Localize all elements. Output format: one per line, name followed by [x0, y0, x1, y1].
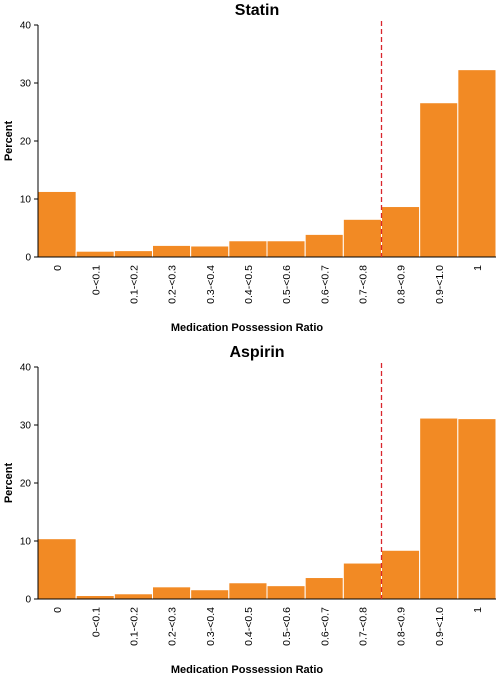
x-tick-label: 0 [52, 265, 64, 271]
bar-0.4-<0.5 [228, 240, 268, 258]
y-tick-label: 0 [25, 595, 31, 606]
x-tick-label: 0.2-<0.3 [167, 607, 179, 646]
bar-0.3-<0.4 [190, 245, 230, 258]
x-tick-label: 0.3-<0.4 [205, 607, 217, 646]
bar-0 [37, 538, 77, 600]
x-tick-label: 0-<0.1 [90, 265, 102, 295]
bar-0.8-<0.9 [381, 206, 421, 258]
x-tick-label: 0.8-<0.9 [396, 265, 408, 304]
bar-0.8-<0.9 [381, 549, 421, 600]
y-tick-label: 30 [20, 79, 32, 90]
x-tick-label: 0.6-<0.7 [319, 265, 331, 304]
x-tick-label: 0.9-<1.0 [434, 607, 446, 646]
chart-title: Statin [235, 2, 279, 19]
y-tick-label: 0 [25, 253, 31, 264]
x-tick-label: 0.2-<0.3 [167, 265, 179, 304]
y-tick-label: 40 [20, 21, 32, 32]
bar-0.2-<0.3 [152, 244, 192, 258]
bar-0.5-<0.6 [266, 240, 306, 258]
x-tick-label: 0 [52, 607, 64, 613]
bar-0.1-<0.2 [113, 250, 154, 258]
y-tick-label: 10 [20, 537, 32, 548]
bar-0-<0.1 [75, 595, 115, 600]
bar-0.9-<1.0 [419, 102, 459, 258]
bar-0 [37, 190, 77, 258]
x-tick-label: 0.4-<0.5 [243, 607, 255, 646]
y-tick-label: 20 [20, 479, 32, 490]
y-tick-label: 10 [20, 195, 32, 206]
x-axis-label: Medication Possession Ratio [171, 664, 323, 676]
bar-0-<0.1 [75, 250, 115, 258]
x-tick-label: 0.5-<0.6 [281, 607, 293, 646]
bar-0.9-<1.0 [419, 417, 459, 600]
bar-0.6-<0.7 [304, 577, 344, 600]
x-axis-label: Medication Possession Ratio [171, 322, 323, 334]
x-tick-label: 0-<0.1 [90, 607, 102, 637]
x-tick-label: 0.5-<0.6 [281, 265, 293, 304]
x-tick-label: 0.3-<0.4 [205, 265, 217, 304]
y-axis-label: Percent [3, 120, 15, 161]
bar-1 [457, 69, 497, 258]
x-tick-label: 1 [472, 607, 484, 613]
bar-0.5-<0.6 [266, 585, 306, 600]
bar-1 [457, 418, 497, 600]
y-axis-label: Percent [3, 462, 15, 503]
x-tick-label: 0.9-<1.0 [434, 265, 446, 304]
x-tick-label: 0.8-<0.9 [396, 607, 408, 646]
bar-0.2-<0.3 [152, 586, 192, 600]
x-tick-label: 0.6-<0.7 [319, 607, 331, 646]
bar-0.4-<0.5 [228, 582, 268, 600]
bar-0.6-<0.7 [304, 233, 344, 258]
x-tick-label: 1 [472, 265, 484, 271]
x-tick-label: 0.7-<0.8 [357, 265, 369, 304]
y-tick-label: 30 [20, 421, 32, 432]
y-tick-label: 40 [20, 363, 32, 374]
bar-0.7-<0.8 [342, 218, 383, 258]
chart-title: Aspirin [229, 344, 284, 361]
x-tick-label: 0.1-<0.2 [128, 265, 140, 304]
statin-chart: Statin 0 10 20 30 40 0 0-<0.1 0.1-<0.2 0.2-<0.3 0.… [3, 2, 497, 334]
bar-0.7-<0.8 [342, 562, 383, 600]
x-tick-label: 0.4-<0.5 [243, 265, 255, 304]
y-tick-label: 20 [20, 137, 32, 148]
x-tick-label: 0.1-<0.2 [128, 607, 140, 646]
bar-0.3-<0.4 [190, 589, 230, 600]
x-tick-label: 0.7-<0.8 [357, 607, 369, 646]
bar-0.1-<0.2 [113, 593, 154, 600]
aspirin-chart: Aspirin 0 10 20 30 40 0 0-<0.1 0.1-<0.2 0.2-<0.3 0… [3, 344, 497, 676]
